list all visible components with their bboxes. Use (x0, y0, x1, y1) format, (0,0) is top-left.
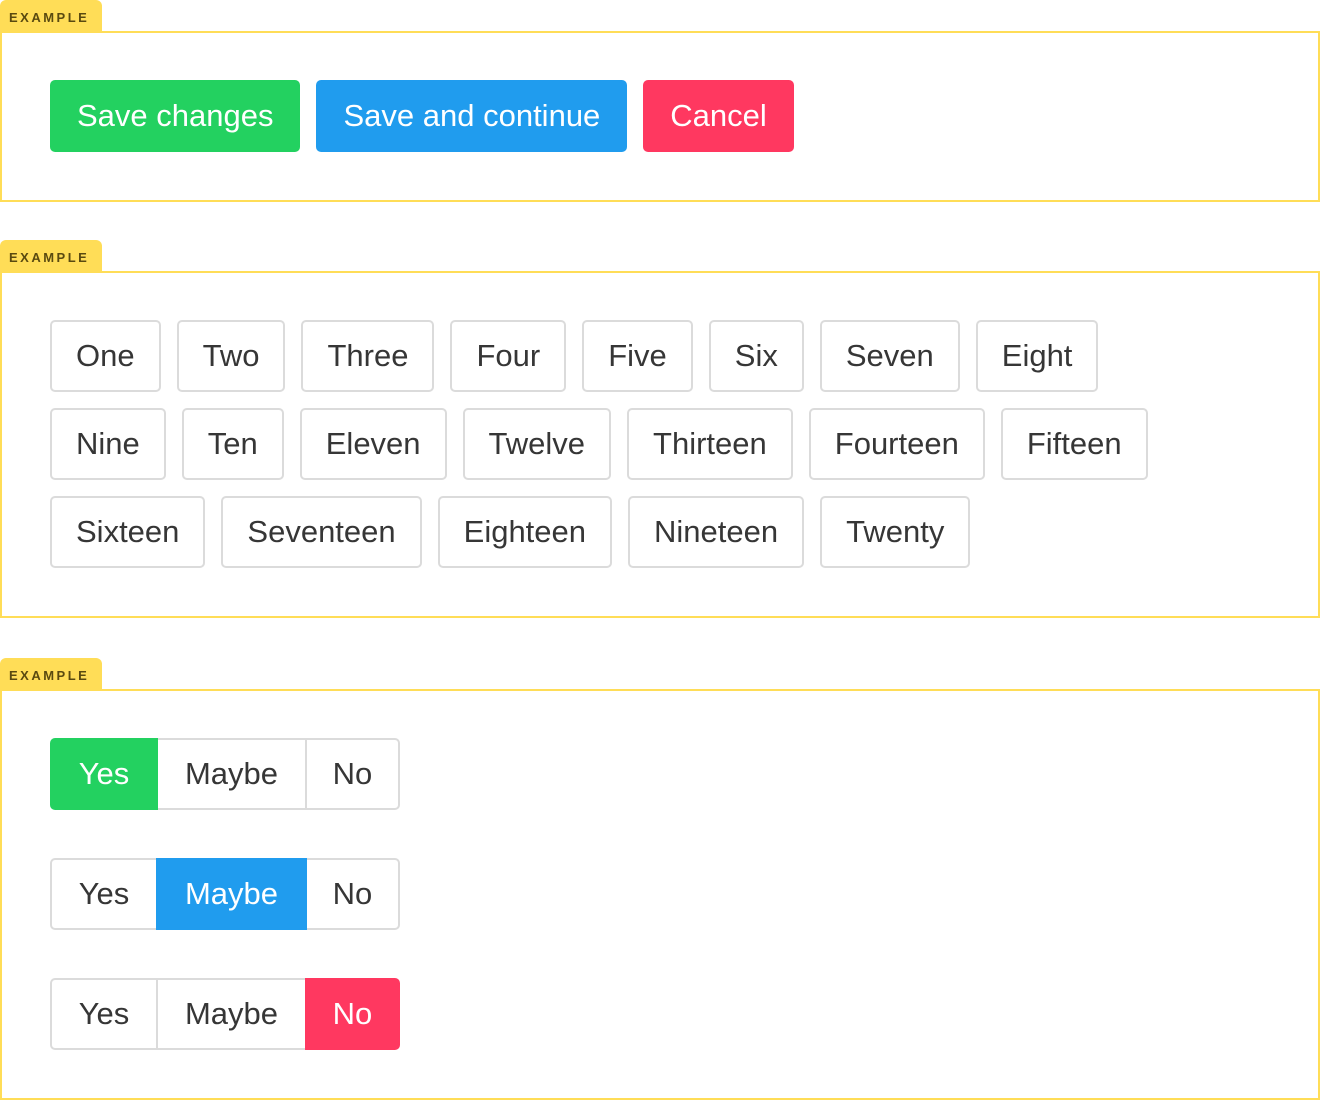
option-button-six[interactable]: Six (708, 320, 804, 392)
option-button-eight[interactable]: Eight (975, 320, 1099, 392)
option-button-ten[interactable]: Ten (181, 408, 284, 480)
segment-yes[interactable]: Yes (50, 978, 158, 1050)
option-button-eleven[interactable]: Eleven (299, 408, 447, 480)
segmented-control: Yes Maybe No (50, 858, 400, 930)
option-button-fifteen[interactable]: Fifteen (1000, 408, 1148, 480)
segment-maybe[interactable]: Maybe (156, 738, 307, 810)
option-button-seventeen[interactable]: Seventeen (221, 496, 422, 568)
cancel-button[interactable]: Cancel (643, 80, 794, 152)
segmented-control: Yes Maybe No (50, 738, 400, 810)
option-button-one[interactable]: One (50, 320, 161, 392)
option-button-three[interactable]: Three (301, 320, 435, 392)
example-tag: EXAMPLE (0, 658, 102, 690)
segment-no[interactable]: No (305, 858, 400, 930)
segmented-control: Yes Maybe No (50, 978, 400, 1050)
button-row: One Two Three Four Five Six Seven Eight (50, 320, 1099, 392)
option-button-seven[interactable]: Seven (819, 320, 960, 392)
option-button-twenty[interactable]: Twenty (820, 496, 971, 568)
button-row: Sixteen Seventeen Eighteen Nineteen Twenty (50, 496, 971, 568)
button-row: Nine Ten Eleven Twelve Thirteen Fourteen Fifte… (50, 408, 1148, 480)
option-button-four[interactable]: Four (450, 320, 567, 392)
segment-yes[interactable]: Yes (50, 858, 158, 930)
example-box: Yes Maybe No Yes Maybe No Yes Maybe No (0, 689, 1320, 1100)
option-button-sixteen[interactable]: Sixteen (50, 496, 206, 568)
segment-maybe[interactable]: Maybe (156, 858, 307, 930)
option-button-nine[interactable]: Nine (50, 408, 166, 480)
option-button-eighteen[interactable]: Eighteen (437, 496, 613, 568)
option-button-two[interactable]: Two (176, 320, 286, 392)
option-button-thirteen[interactable]: Thirteen (627, 408, 793, 480)
save-changes-button[interactable]: Save changes (50, 80, 301, 152)
option-button-twelve[interactable]: Twelve (462, 408, 612, 480)
example-tag: EXAMPLE (0, 240, 102, 272)
save-and-continue-button[interactable]: Save and continue (316, 80, 628, 152)
example-box: Save changes Save and continue Cancel (0, 31, 1320, 202)
option-button-five[interactable]: Five (582, 320, 693, 392)
option-button-fourteen[interactable]: Fourteen (808, 408, 985, 480)
example-box: One Two Three Four Five Six Seven Eight Nine Ten E… (0, 271, 1320, 618)
option-button-nineteen[interactable]: Nineteen (628, 496, 805, 568)
example-tag: EXAMPLE (0, 0, 102, 32)
segment-maybe[interactable]: Maybe (156, 978, 307, 1050)
segment-no[interactable]: No (305, 738, 400, 810)
segment-yes[interactable]: Yes (50, 738, 158, 810)
segment-no[interactable]: No (305, 978, 400, 1050)
